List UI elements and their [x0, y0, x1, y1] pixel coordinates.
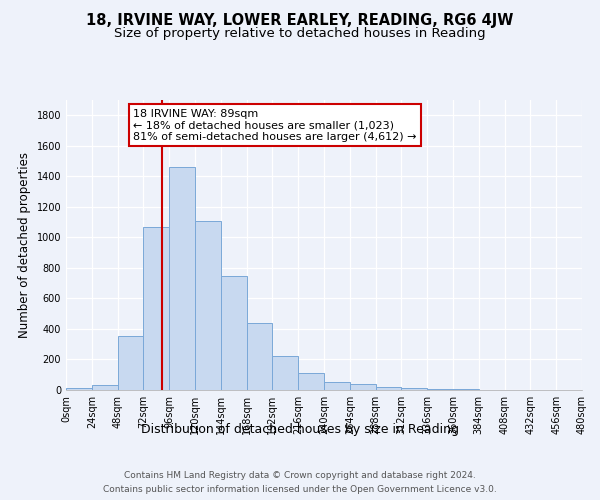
- Bar: [221, 276, 247, 390]
- Bar: [401, 388, 427, 390]
- Text: Size of property relative to detached houses in Reading: Size of property relative to detached ho…: [114, 28, 486, 40]
- Bar: [118, 336, 143, 390]
- Bar: [66, 388, 92, 390]
- Bar: [427, 389, 453, 390]
- Bar: [453, 389, 479, 390]
- Text: Distribution of detached houses by size in Reading: Distribution of detached houses by size …: [141, 422, 459, 436]
- Bar: [247, 323, 272, 390]
- Text: 18, IRVINE WAY, LOWER EARLEY, READING, RG6 4JW: 18, IRVINE WAY, LOWER EARLEY, READING, R…: [86, 12, 514, 28]
- Bar: [92, 386, 118, 390]
- Bar: [195, 220, 221, 390]
- Y-axis label: Number of detached properties: Number of detached properties: [18, 152, 31, 338]
- Bar: [376, 387, 401, 390]
- Text: 18 IRVINE WAY: 89sqm
← 18% of detached houses are smaller (1,023)
81% of semi-de: 18 IRVINE WAY: 89sqm ← 18% of detached h…: [133, 108, 416, 142]
- Bar: [298, 373, 324, 390]
- Bar: [169, 167, 195, 390]
- Text: Contains HM Land Registry data © Crown copyright and database right 2024.: Contains HM Land Registry data © Crown c…: [124, 472, 476, 480]
- Bar: [350, 384, 376, 390]
- Bar: [143, 228, 169, 390]
- Text: Contains public sector information licensed under the Open Government Licence v3: Contains public sector information licen…: [103, 484, 497, 494]
- Bar: [324, 382, 350, 390]
- Bar: [272, 356, 298, 390]
